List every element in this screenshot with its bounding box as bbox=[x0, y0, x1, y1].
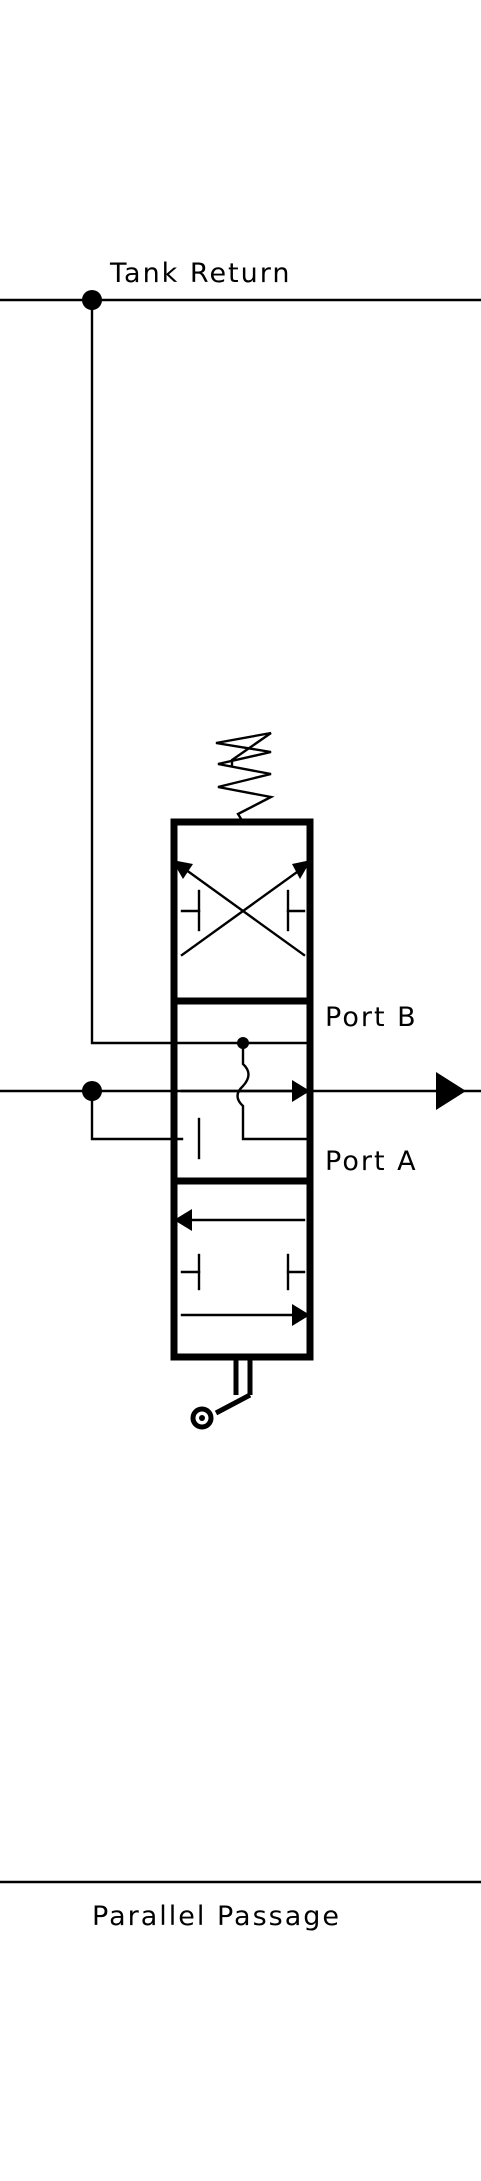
cross-arrow-left-icon bbox=[172, 860, 193, 879]
port-b-label: Port B bbox=[325, 1002, 418, 1033]
parallel-flow-section bbox=[174, 1209, 310, 1326]
pressure-line bbox=[0, 1072, 481, 1141]
lever-icon bbox=[190, 1357, 253, 1430]
neutral-section bbox=[180, 1037, 312, 1160]
port-a-label: Port A bbox=[325, 1146, 418, 1177]
parallel-arrow-left-icon bbox=[174, 1209, 192, 1231]
crossed-flow-section bbox=[172, 860, 311, 957]
tank-return-label: Tank Return bbox=[109, 258, 292, 289]
parallel-arrow-right-icon bbox=[292, 1304, 310, 1326]
cross-arrow-right-icon bbox=[292, 860, 311, 879]
tank-return-line bbox=[0, 290, 481, 1045]
spring-icon bbox=[215, 731, 275, 824]
neutral-arrow-icon bbox=[292, 1080, 310, 1102]
valve-body bbox=[170, 818, 314, 1361]
flow-arrow-icon bbox=[436, 1072, 466, 1110]
parallel-passage-label: Parallel Passage bbox=[92, 1901, 341, 1932]
